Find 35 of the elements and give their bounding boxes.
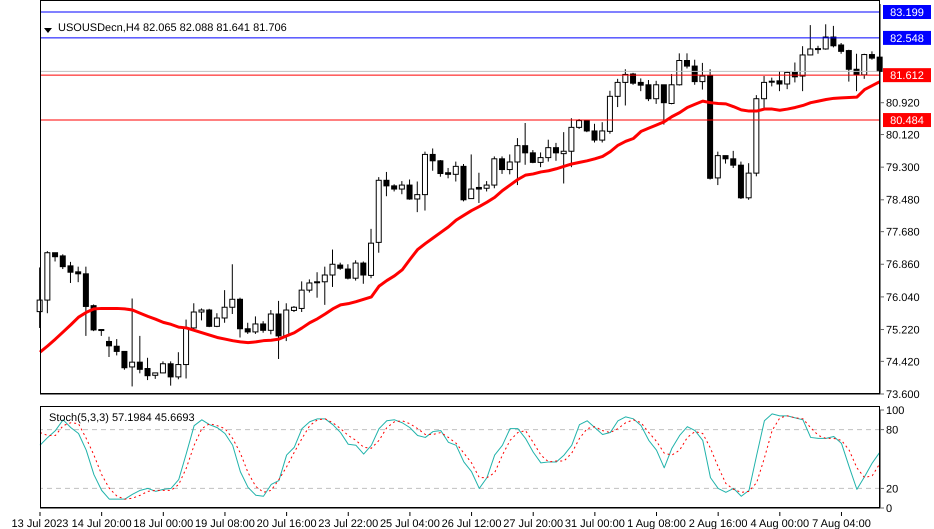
x-tick-label: 18 Jul 00:00 bbox=[133, 518, 194, 529]
x-tick-label: 26 Jul 12:00 bbox=[442, 518, 502, 529]
ref-line-label: 82.548 bbox=[890, 32, 924, 45]
ref-line-label: 81.612 bbox=[890, 70, 924, 82]
y-tick-label: 76.860 bbox=[886, 259, 920, 272]
text: USOUSDecn,H4 82.065 82.088 81.641 81.706 bbox=[57, 22, 288, 34]
y-tick-label: 77.680 bbox=[886, 226, 920, 239]
x-tick-label: 23 Jul 22:00 bbox=[318, 518, 378, 529]
y-tick-label: 80.120 bbox=[886, 129, 920, 142]
y-tick-label: 79.300 bbox=[886, 162, 920, 174]
y-tick-label: 75.220 bbox=[886, 324, 920, 336]
y-tick-label: 76.040 bbox=[886, 292, 920, 304]
x-tick-label: 2 Aug 16:00 bbox=[688, 518, 748, 529]
ref-line-label: 80.484 bbox=[890, 115, 924, 128]
y-tick-label: 0 bbox=[886, 502, 892, 515]
x-tick-label: 27 Jul 20:00 bbox=[503, 518, 564, 529]
x-tick-label: 7 Aug 04:00 bbox=[812, 518, 871, 529]
ref-line-label: 83.199 bbox=[890, 7, 924, 19]
y-tick-label: 78.480 bbox=[886, 194, 920, 207]
x-tick-label: 4 Aug 00:00 bbox=[750, 518, 810, 529]
x-tick-label: 25 Jul 04:00 bbox=[380, 518, 440, 529]
x-tick-label: 20 Jul 16:00 bbox=[256, 518, 317, 529]
x-tick-label: 19 Jul 08:00 bbox=[194, 518, 255, 529]
y-tick-label: 74.420 bbox=[886, 356, 920, 368]
x-tick-label: 13 Jul 2023 bbox=[12, 518, 68, 529]
x-tick-label: 1 Aug 08:00 bbox=[627, 518, 686, 529]
x-tick-label: 14 Jul 20:00 bbox=[72, 518, 132, 529]
y-tick-label: 100 bbox=[886, 404, 904, 417]
chart-title: Stoch(5,3,3) 57.1984 45.6693 bbox=[48, 412, 196, 424]
line-series bbox=[38, 80, 882, 354]
y-tick-label: 20 bbox=[886, 483, 898, 496]
y-tick-label: 80 bbox=[886, 424, 898, 437]
y-tick-label: 73.600 bbox=[886, 388, 920, 401]
x-tick-label: 31 Jul 00:00 bbox=[564, 518, 625, 529]
y-tick-label: 80.920 bbox=[886, 98, 920, 110]
